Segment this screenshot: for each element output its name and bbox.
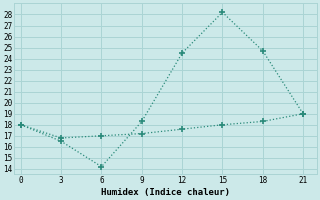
X-axis label: Humidex (Indice chaleur): Humidex (Indice chaleur) — [101, 188, 230, 197]
